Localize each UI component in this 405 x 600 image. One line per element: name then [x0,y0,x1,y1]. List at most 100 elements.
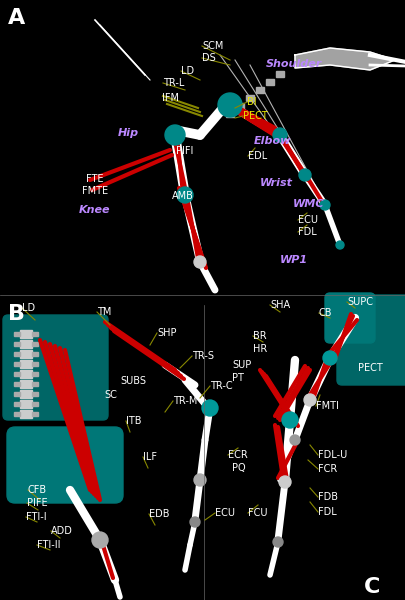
Circle shape [194,256,205,268]
Text: SHP: SHP [157,328,176,338]
FancyBboxPatch shape [324,293,374,343]
Bar [32,372,38,376]
Text: FTI-I: FTI-I [26,512,47,522]
Text: WMC: WMC [292,199,324,209]
Text: EDB: EDB [149,509,169,519]
Text: DS: DS [202,53,215,63]
Circle shape [217,93,241,117]
Circle shape [278,476,290,488]
Text: A: A [8,8,25,28]
Bar [32,392,38,396]
Text: LD: LD [181,66,194,76]
Bar [275,71,284,77]
Text: TM: TM [97,307,111,317]
Bar [20,330,32,338]
Text: Shoulder: Shoulder [265,59,322,69]
Circle shape [92,532,108,548]
Text: FDB: FDB [317,492,337,502]
Text: FMTI: FMTI [315,401,338,411]
Text: PT: PT [231,373,243,383]
FancyBboxPatch shape [336,295,405,385]
Bar [20,340,32,348]
Text: TR-C: TR-C [209,381,232,391]
Text: ILF: ILF [143,452,157,462]
Text: SUP: SUP [231,360,251,370]
Bar [245,95,254,101]
Circle shape [335,241,343,249]
Text: WP1: WP1 [279,255,307,265]
Text: LD: LD [22,303,35,313]
Bar [226,111,233,117]
Text: EDL: EDL [247,151,266,161]
Text: FDL: FDL [317,507,336,517]
Bar [14,382,20,386]
Text: Elbow: Elbow [254,136,291,146]
Bar [14,392,20,396]
Text: ECU: ECU [215,508,234,518]
Circle shape [194,474,205,486]
Text: C: C [363,577,379,597]
Bar [32,402,38,406]
Text: TR-S: TR-S [192,351,213,361]
Bar [32,412,38,416]
Bar [235,103,243,109]
Bar [14,362,20,366]
Text: PIFI: PIFI [175,146,193,156]
Bar [20,370,32,378]
Bar [20,360,32,368]
Bar [32,332,38,336]
Bar [20,380,32,388]
Text: FTE: FTE [86,174,103,184]
Text: PECT: PECT [357,363,382,373]
Text: Wrist: Wrist [259,178,292,188]
Circle shape [303,394,315,406]
Bar [14,402,20,406]
Text: PIFE: PIFE [27,498,47,508]
Bar [256,87,263,93]
Text: BI: BI [246,97,256,107]
Bar [14,352,20,356]
Bar [32,342,38,346]
Text: SUPC: SUPC [346,297,372,307]
Text: AMB: AMB [172,191,194,201]
Text: SCM: SCM [202,41,223,51]
Circle shape [281,412,297,428]
Circle shape [202,400,217,416]
Text: ADD: ADD [51,526,72,536]
Circle shape [322,351,336,365]
Text: ECR: ECR [228,450,247,460]
Circle shape [272,537,282,547]
Text: IFM: IFM [162,93,179,103]
Text: Knee: Knee [79,205,110,215]
Circle shape [177,187,192,203]
Bar [20,400,32,408]
FancyBboxPatch shape [7,427,123,503]
Bar [14,372,20,376]
Bar [14,412,20,416]
Text: SHA: SHA [269,300,290,310]
Bar [32,362,38,366]
Bar [32,352,38,356]
FancyBboxPatch shape [3,315,108,420]
Circle shape [164,125,185,145]
Circle shape [289,435,299,445]
Circle shape [319,200,329,210]
Text: SUBS: SUBS [120,376,146,386]
Text: FTI-II: FTI-II [37,540,60,550]
Circle shape [272,128,286,142]
Bar [14,332,20,336]
Text: BR: BR [252,331,266,341]
Text: FMTE: FMTE [82,186,108,196]
Text: TR-L: TR-L [162,78,184,88]
Bar [14,342,20,346]
Text: Hip: Hip [118,128,139,138]
Text: SC: SC [104,390,117,400]
Text: FDL: FDL [297,227,316,237]
Text: ECU: ECU [297,215,317,225]
Text: FCR: FCR [317,464,337,474]
Text: PQ: PQ [231,463,245,473]
Circle shape [190,517,200,527]
Text: ITB: ITB [126,416,141,426]
Text: FCU: FCU [247,508,267,518]
Bar [20,350,32,358]
